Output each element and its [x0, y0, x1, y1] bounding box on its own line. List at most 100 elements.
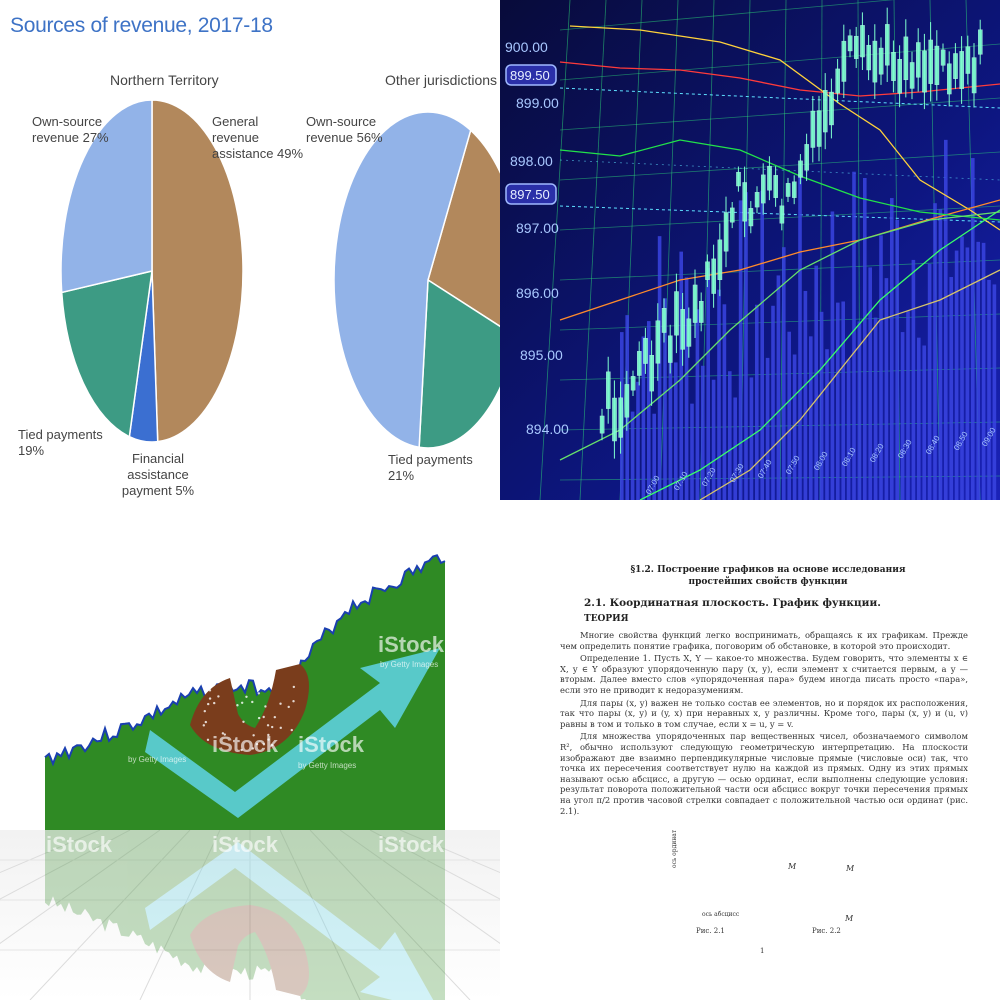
floor-line [29, 829, 191, 1000]
volume-bar [852, 171, 856, 500]
pie1-label-tied-payments: Tied payments 19% [18, 427, 103, 458]
piggy-speckle [273, 715, 277, 719]
piggy-speckle [262, 743, 266, 746]
volume-bar [933, 203, 937, 500]
chart-title: Sources of revenue, 2017-18 [10, 14, 273, 37]
piggy-speckle [251, 747, 255, 750]
candle [798, 160, 803, 178]
fig2-label-mx: M [845, 914, 854, 923]
volume-bar [911, 259, 916, 500]
volume-bar [895, 219, 899, 500]
piggy-speckle [207, 702, 210, 706]
candle [779, 205, 785, 224]
candle [618, 397, 623, 438]
candle [661, 308, 667, 333]
volume-bar [981, 242, 986, 500]
piggy-speckle [242, 720, 245, 723]
page-number: 1 [760, 947, 765, 955]
fig1-caption: Рис. 2.1 [696, 927, 725, 935]
candle [667, 335, 673, 363]
candle [636, 351, 642, 376]
candle [903, 36, 909, 81]
candle [692, 284, 698, 323]
candle [767, 165, 772, 191]
doc-subheading: ТЕОРИЯ [584, 614, 629, 624]
candle [971, 57, 977, 94]
reflection-arrow [145, 842, 434, 1000]
grid-line-h [559, 97, 1000, 131]
volume-bar [679, 251, 683, 500]
watermark-credit: by Getty Images [380, 660, 438, 669]
piggy-speckle [271, 725, 274, 729]
piggy-speckle [292, 699, 295, 703]
candle [816, 110, 822, 147]
piggy-speckle [267, 738, 270, 741]
trading-chart-panel: 900.00 899.00 898.00 897.00 896.00 895.00 894.… [500, 0, 1000, 500]
pie1-slice-general-revenue-assistance [151, 99, 244, 443]
pie1-slice-own-source-revenue [60, 99, 153, 294]
pie2-slice-general-revenue-assistance [427, 128, 500, 328]
volume-bar [668, 336, 673, 500]
candle [947, 63, 952, 95]
candle [761, 174, 766, 204]
candle [754, 192, 760, 208]
volume-bar [954, 250, 959, 500]
price-line [559, 205, 1000, 223]
volume-bar [684, 277, 689, 500]
volume-bar [744, 192, 748, 500]
volume-bar [949, 277, 953, 500]
pie2-slice-tied-payments [418, 278, 500, 449]
candle [965, 46, 971, 74]
document-panel: §1.2. Построение графиков на основе иссл… [500, 500, 1000, 1000]
watermark-text: iStock [378, 632, 445, 657]
candle [711, 258, 717, 294]
price-tag-label: 897.50 [510, 187, 550, 202]
piggy-speckle [208, 685, 211, 689]
volume-bar [782, 247, 786, 500]
volume-bar [879, 235, 883, 500]
volume-bar [717, 289, 721, 500]
piggy-speckle [204, 720, 208, 724]
volume-bar [857, 321, 862, 500]
watermark-text: iStock [46, 832, 113, 857]
volume-bar [900, 332, 905, 500]
pie2 [333, 111, 500, 449]
piggy-speckle [292, 685, 296, 689]
indicator-line [559, 211, 1000, 461]
floor-line [0, 829, 101, 874]
candle [829, 91, 834, 126]
candle [773, 175, 779, 198]
candle [599, 415, 605, 434]
candle [841, 40, 847, 82]
pie1 [60, 99, 244, 443]
fig2-label-m: M [846, 864, 855, 873]
candle [928, 39, 934, 84]
volume-bar [755, 304, 759, 500]
candle [748, 208, 754, 227]
volume-bar [938, 209, 943, 500]
watermark-text: iStock [212, 832, 279, 857]
grid-line-h [559, 151, 1000, 181]
grid-line-v [619, 0, 643, 500]
piggy-speckle [202, 724, 206, 727]
grid-line-v [659, 0, 679, 500]
floor-line [0, 829, 131, 900]
candle [705, 261, 710, 280]
candle [698, 301, 704, 323]
floor-line [309, 829, 471, 1000]
piggy-speckle [290, 728, 293, 732]
indicator-line [569, 25, 1000, 231]
candle [649, 355, 655, 392]
reflection [45, 830, 445, 1000]
watermark-text: iStock [298, 732, 365, 757]
y-tick-label: 895.00 [520, 347, 563, 363]
volume-bar [652, 413, 656, 500]
volume-bar [836, 302, 840, 500]
volume-bar [760, 190, 764, 500]
volume-bar [846, 359, 851, 500]
piggy-bank [190, 664, 309, 755]
fig1-axis-y-label: ось ординат [671, 829, 678, 868]
candle [897, 59, 903, 94]
volume-bar [630, 411, 635, 500]
fig2-label-my: M [788, 862, 797, 871]
